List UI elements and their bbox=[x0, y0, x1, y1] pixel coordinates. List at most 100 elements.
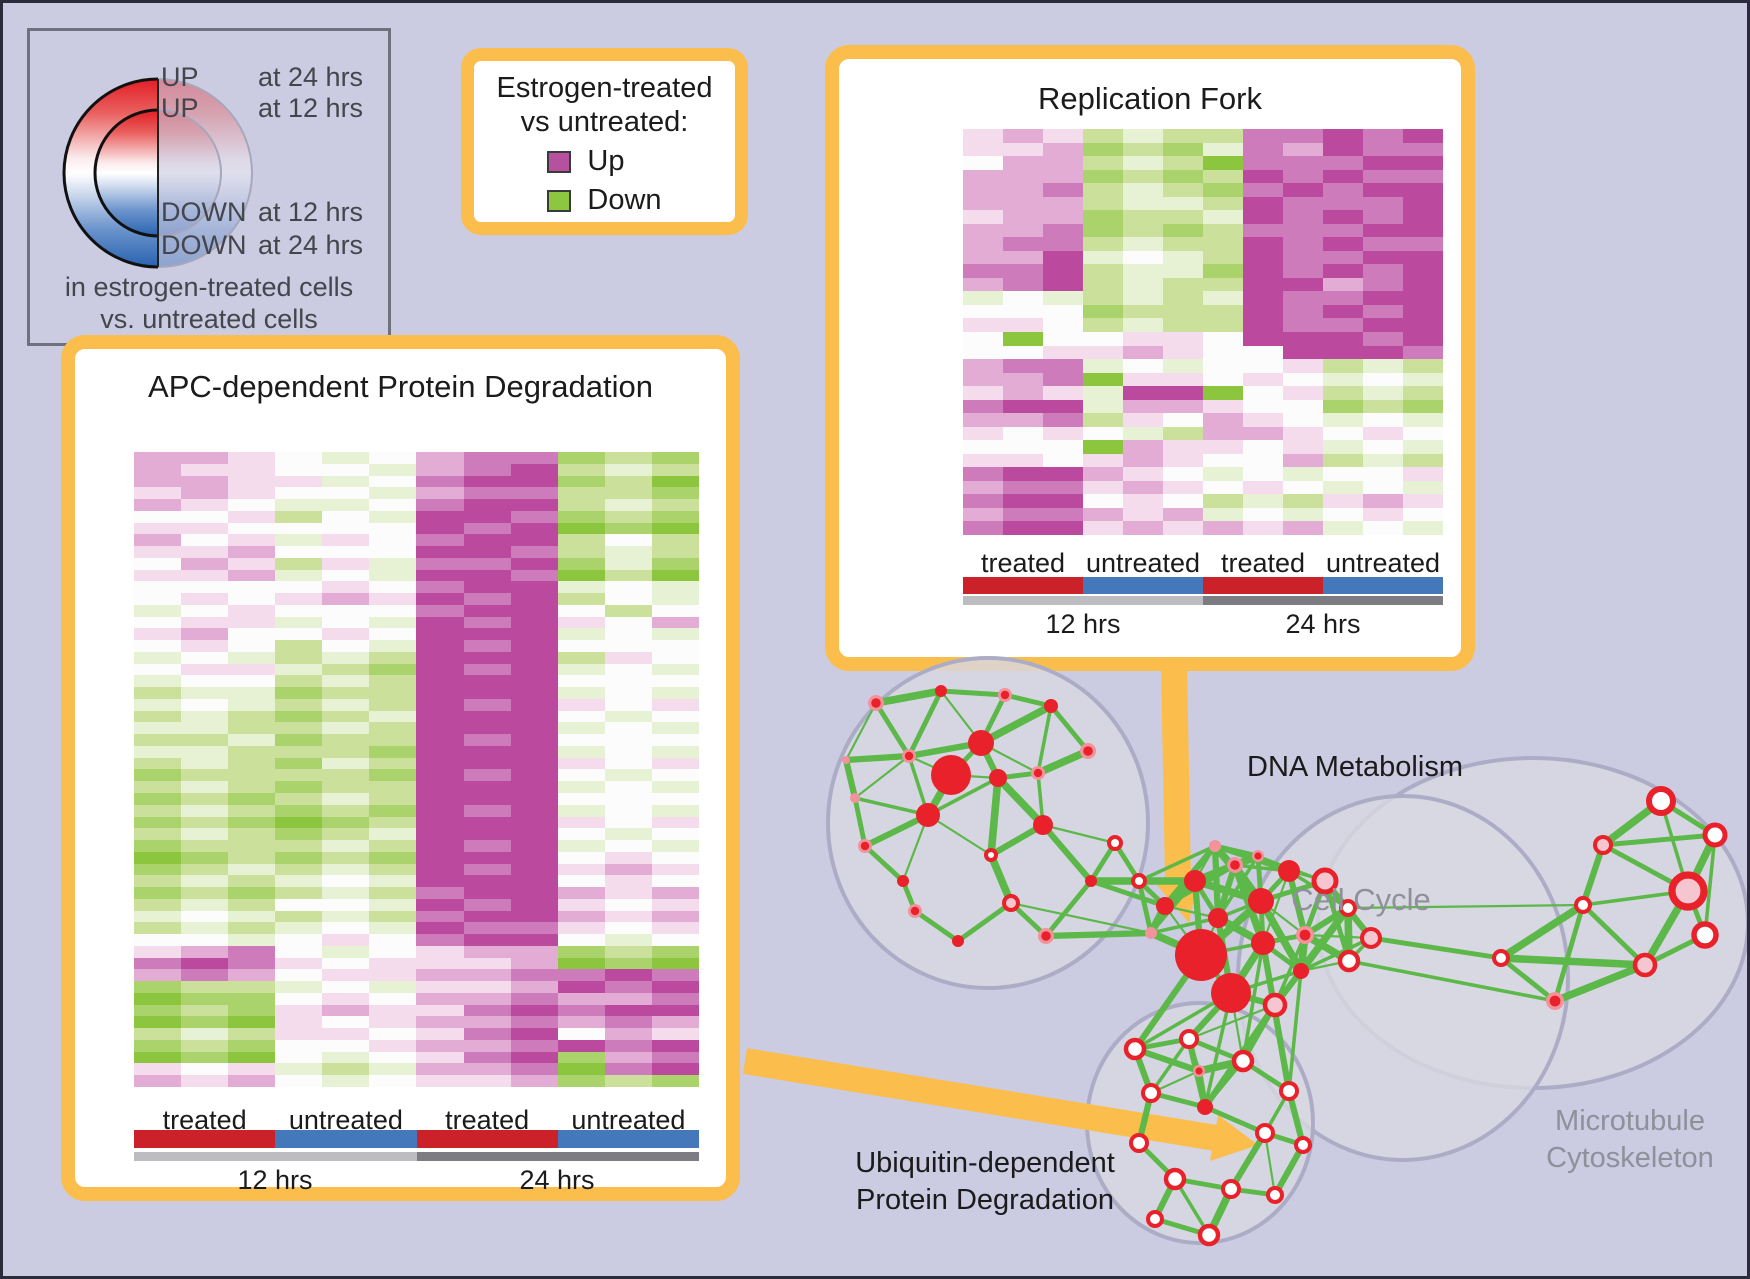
heatmap-cell bbox=[1243, 250, 1283, 265]
heatmap-cell bbox=[1003, 318, 1043, 332]
heatmap-cell bbox=[1323, 440, 1363, 454]
heatmap-cell bbox=[322, 452, 370, 464]
heatmap-cell bbox=[1363, 345, 1403, 360]
heatmap-cell bbox=[1003, 304, 1043, 319]
heatmap-cell bbox=[1283, 237, 1323, 251]
heatmap-cell bbox=[1203, 156, 1243, 170]
heatmap-cell bbox=[1323, 372, 1363, 387]
heatmap-cell bbox=[322, 981, 370, 993]
heatmap-cell bbox=[322, 522, 370, 535]
heatmap-cell bbox=[1163, 453, 1203, 468]
heatmap-cell bbox=[1163, 345, 1203, 360]
heatmap-cell bbox=[275, 898, 323, 911]
heatmap-cell bbox=[1083, 291, 1123, 305]
heatmap-cell bbox=[557, 640, 605, 652]
heatmap-cell bbox=[369, 851, 417, 864]
heatmap-cell bbox=[322, 593, 370, 605]
network-edge bbox=[995, 775, 1046, 828]
heatmap-cell bbox=[369, 628, 417, 641]
heatmap-cell bbox=[322, 793, 370, 805]
heatmap-cell bbox=[510, 1063, 558, 1076]
heatmap-cell bbox=[1083, 399, 1123, 414]
heatmap-cell bbox=[134, 875, 182, 888]
heatmap-cell bbox=[1043, 372, 1083, 387]
heatmap-cell bbox=[369, 769, 417, 782]
heatmap-cell bbox=[369, 781, 417, 794]
network-node-halo bbox=[908, 904, 922, 918]
heatmap-cell bbox=[651, 534, 699, 547]
heatmap-cell bbox=[510, 898, 558, 911]
heatmap-cell bbox=[963, 291, 1003, 305]
heatmap-cell bbox=[1003, 210, 1043, 224]
heatmap-cell bbox=[181, 463, 229, 476]
heatmap-cell bbox=[228, 969, 276, 982]
network-node-solid bbox=[1175, 929, 1227, 981]
network-node-ringp bbox=[1359, 926, 1383, 950]
heatmap-cell bbox=[322, 734, 370, 746]
heatmap-cell bbox=[369, 887, 417, 899]
heatmap-cell bbox=[1403, 304, 1443, 319]
network-node-dot bbox=[850, 793, 860, 803]
heatmap-cell bbox=[1203, 521, 1243, 535]
heatmap-cell bbox=[1163, 264, 1203, 278]
heatmap-cell bbox=[416, 757, 464, 770]
heatmap-cell bbox=[369, 981, 417, 993]
rf-group-label-2: untreated bbox=[1085, 548, 1201, 578]
heatmap-cell bbox=[463, 510, 511, 523]
heatmap-cell bbox=[1003, 386, 1043, 400]
heatmap-cell bbox=[651, 616, 699, 629]
heatmap-cell bbox=[181, 910, 229, 923]
heatmap-cell bbox=[275, 463, 323, 476]
heatmap-cell bbox=[510, 475, 558, 488]
heatmap-cell bbox=[604, 499, 652, 511]
heatmap-cell bbox=[510, 1051, 558, 1064]
heatmap-cell bbox=[963, 237, 1003, 251]
heatmap-cell bbox=[1203, 318, 1243, 332]
heatmap-cell bbox=[181, 628, 229, 641]
heatmap-cell bbox=[557, 510, 605, 523]
heatmap-cell bbox=[510, 945, 558, 958]
heatmap-cell bbox=[604, 969, 652, 982]
heatmap-cell bbox=[416, 546, 464, 558]
heatmap-cell bbox=[369, 687, 417, 699]
heatmap-cell bbox=[322, 1039, 370, 1052]
heatmap-cell bbox=[1203, 210, 1243, 224]
heatmap-cell bbox=[322, 546, 370, 558]
heatmap-cell bbox=[369, 1004, 417, 1017]
heatmap-cell bbox=[369, 557, 417, 570]
network-node-halo bbox=[1080, 743, 1096, 759]
heatmap-cell bbox=[604, 745, 652, 758]
heatmap-cell bbox=[1323, 277, 1363, 292]
heatmap-cell bbox=[1163, 277, 1203, 292]
heatmap-cell bbox=[1283, 210, 1323, 224]
legend-time-24: at 24 hrs bbox=[258, 62, 364, 92]
heatmap-cell bbox=[369, 581, 417, 594]
heatmap-cell bbox=[322, 898, 370, 911]
heatmap-cell bbox=[322, 510, 370, 523]
heatmap-cell bbox=[181, 534, 229, 547]
heatmap-cell bbox=[369, 663, 417, 676]
heatmap-cell bbox=[1003, 480, 1043, 495]
heatmap-cell bbox=[134, 1039, 182, 1052]
heatmap-cell bbox=[228, 628, 276, 641]
heatmap-cell bbox=[1123, 169, 1163, 184]
heatmap-cell bbox=[322, 1016, 370, 1029]
network-node-solid bbox=[989, 769, 1007, 787]
heatmap-cell bbox=[463, 698, 511, 711]
heatmap-cell bbox=[557, 757, 605, 770]
heatmap-cell bbox=[416, 663, 464, 676]
heatmap-cell bbox=[557, 981, 605, 993]
heatmap-cell bbox=[557, 628, 605, 641]
heatmap-cell bbox=[1083, 453, 1123, 468]
heatmap-cell bbox=[416, 698, 464, 711]
heatmap-cell bbox=[557, 816, 605, 829]
heatmap-cell bbox=[1283, 386, 1323, 400]
network-node-solid bbox=[1156, 897, 1174, 915]
heatmap-cell bbox=[1403, 453, 1443, 468]
heatmap-cell bbox=[1083, 426, 1123, 441]
heatmap-cell bbox=[228, 757, 276, 770]
heatmap-cell bbox=[1003, 399, 1043, 414]
heatmap-cell bbox=[134, 934, 182, 946]
heatmap-cell bbox=[275, 604, 323, 617]
heatmap-cell bbox=[322, 557, 370, 570]
